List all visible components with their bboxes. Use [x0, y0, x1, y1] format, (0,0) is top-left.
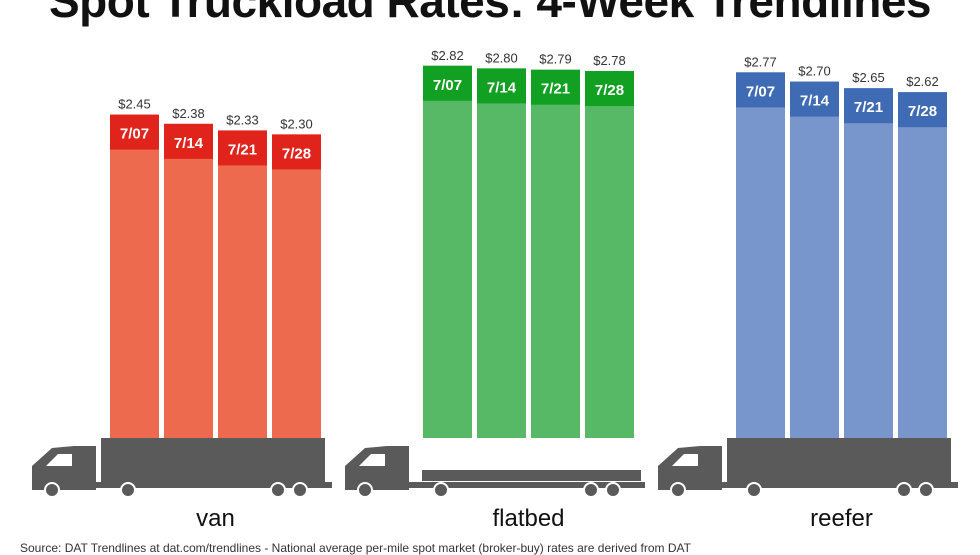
chart-title: Spot Truckload Rates: 4-Week Trendlines	[48, 0, 932, 27]
tick-label: 7/21	[854, 99, 883, 116]
bar-van-7/07	[110, 114, 159, 438]
truck-trailer	[727, 438, 951, 486]
tick-label: 7/14	[800, 93, 830, 110]
tick-label: 7/14	[174, 135, 204, 152]
bar-van-7/28	[272, 134, 321, 438]
truck-icon	[32, 438, 332, 498]
data-label: $2.79	[539, 52, 572, 67]
category-label-flatbed: flatbed	[492, 505, 564, 532]
bar-band-flatbed-7/21	[531, 69, 580, 105]
category-label-reefer: reefer	[810, 505, 873, 532]
bar-band-reefer-7/14	[790, 81, 839, 117]
data-label: $2.70	[798, 64, 831, 79]
chart-group-reefer: 7/07 $2.77 7/14 $2.70 7/21 $2.65 7/28 $2.62 reef…	[658, 54, 958, 532]
bar-flatbed-7/14	[477, 68, 526, 439]
chart-group-flatbed: 7/07 $2.82 7/14 $2.80 7/21 $2.79 7/28 $2.78 flat…	[345, 48, 645, 532]
source-note: Source: DAT Trendlines at dat.com/trendl…	[20, 541, 691, 555]
tick-label: 7/07	[746, 83, 775, 100]
bar-band-flatbed-7/14	[477, 68, 526, 104]
truck-wheel	[433, 482, 449, 498]
bar-band-flatbed-7/07	[423, 65, 472, 101]
truck-icon	[345, 446, 645, 498]
truck-wheel	[120, 482, 136, 498]
truck-window	[359, 454, 385, 466]
bar-van-7/14	[164, 123, 213, 438]
tick-label: 7/28	[908, 103, 937, 120]
bar-band-van-7/28	[272, 134, 321, 170]
truck-cab	[658, 446, 722, 490]
bar-flatbed-7/21	[531, 69, 580, 438]
data-label: $2.38	[172, 106, 205, 121]
truck-wheel	[292, 482, 308, 498]
bar-reefer-7/28	[898, 92, 947, 438]
truck-wheel	[270, 482, 286, 498]
bar-band-reefer-7/07	[736, 72, 785, 108]
bar-flatbed-7/28	[585, 71, 634, 438]
truck-wheel	[357, 482, 373, 498]
truck-wheel	[746, 482, 762, 498]
bar-van-7/21	[218, 130, 267, 438]
truck-wheel	[605, 482, 621, 498]
bar-band-van-7/21	[218, 130, 267, 166]
truck-wheel	[896, 482, 912, 498]
tick-label: 7/21	[541, 81, 570, 98]
truck-wheel	[670, 482, 686, 498]
truck-icon	[658, 438, 958, 498]
chart-group-van: 7/07 $2.45 7/14 $2.38 7/21 $2.33 7/28 $2.30 van	[32, 97, 332, 532]
data-label: $2.30	[280, 116, 313, 131]
truck-chassis	[32, 482, 332, 488]
tick-label: 7/21	[228, 141, 257, 158]
bar-band-reefer-7/28	[898, 92, 947, 128]
bar-band-reefer-7/21	[844, 88, 893, 124]
truck-trailer	[101, 438, 325, 486]
bar-reefer-7/07	[736, 72, 785, 439]
bar-reefer-7/21	[844, 88, 893, 438]
data-label: $2.62	[906, 74, 939, 89]
truck-wheel	[918, 482, 934, 498]
tick-label: 7/28	[282, 145, 311, 162]
truck-chassis	[345, 482, 645, 488]
data-label: $2.80	[485, 50, 518, 65]
truck-wheel	[583, 482, 599, 498]
truck-flatbed-deck	[422, 470, 641, 481]
tick-label: 7/14	[487, 79, 517, 96]
truck-cab	[345, 446, 409, 490]
truck-wheel	[44, 482, 60, 498]
bar-band-van-7/14	[164, 123, 213, 159]
truck-chassis	[658, 482, 958, 488]
truck-window	[672, 454, 698, 466]
tick-label: 7/07	[433, 77, 462, 94]
truck-cab	[32, 446, 96, 490]
bar-band-flatbed-7/28	[585, 71, 634, 107]
tick-label: 7/28	[595, 82, 624, 99]
data-label: $2.65	[852, 70, 885, 85]
data-label: $2.45	[118, 97, 151, 112]
bar-band-van-7/07	[110, 114, 159, 150]
data-label: $2.82	[431, 48, 464, 63]
data-label: $2.77	[744, 54, 777, 69]
truck-window	[46, 454, 72, 466]
category-label-van: van	[196, 505, 235, 532]
tick-label: 7/07	[120, 126, 149, 143]
bar-flatbed-7/07	[423, 65, 472, 438]
bar-reefer-7/14	[790, 81, 839, 438]
data-label: $2.78	[593, 53, 626, 68]
data-label: $2.33	[226, 112, 259, 127]
